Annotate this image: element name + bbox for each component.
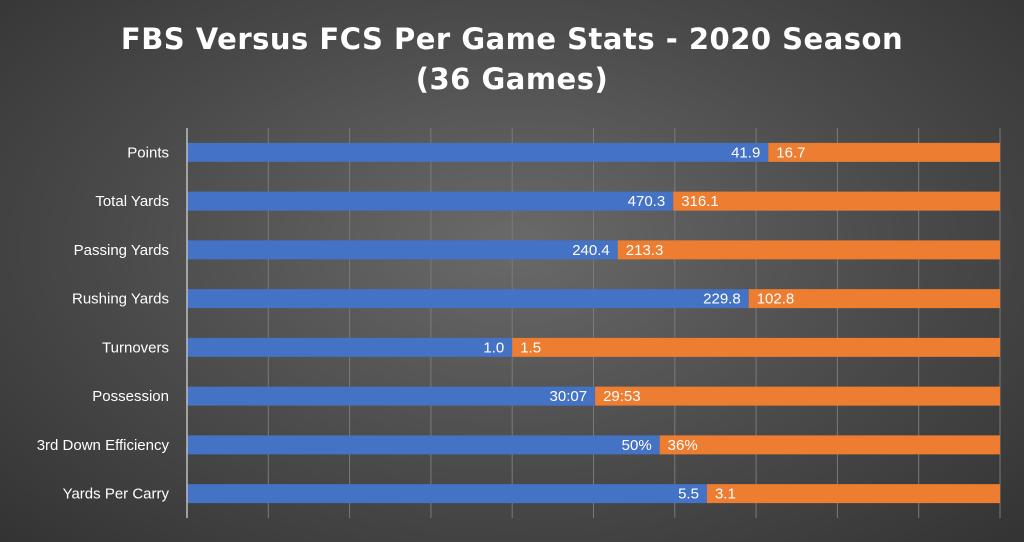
data-label: 50% (622, 437, 652, 454)
bar-fbs (187, 289, 749, 309)
bar-fcs (617, 240, 1000, 260)
category-labels: Points Total Yards Passing Yards Rushing Ya… (37, 144, 170, 502)
category-label: Turnovers (102, 339, 169, 356)
bar-fbs (187, 484, 707, 504)
data-label: 29:53 (603, 388, 641, 405)
bar-fbs (187, 435, 660, 455)
bar-fbs (187, 240, 618, 260)
bar-fcs (673, 191, 1000, 211)
bar-fcs (659, 435, 1000, 455)
bars (187, 142, 1000, 504)
category-label: Passing Yards (74, 242, 169, 259)
data-labels: 41.9 16.7 470.3 316.1 240.4 213.3 229.8 102.8 1.… (483, 144, 805, 502)
data-label: 1.5 (520, 339, 541, 356)
bar-fbs (187, 142, 769, 162)
data-label: 41.9 (731, 144, 760, 161)
bar-fcs (748, 289, 1000, 309)
category-label: 3rd Down Efficiency (37, 437, 170, 454)
category-label: Possession (92, 388, 169, 405)
bar-fcs (512, 337, 1000, 357)
data-label: 229.8 (703, 291, 741, 308)
data-label: 36% (668, 437, 698, 454)
bar-fcs (595, 386, 1000, 406)
data-label: 470.3 (628, 193, 666, 210)
chart-title-line-2: (36 Games) (415, 62, 609, 96)
bar-fbs (187, 191, 674, 211)
bar-fcs (706, 484, 1000, 504)
data-label: 1.0 (483, 339, 504, 356)
data-label: 5.5 (678, 486, 699, 503)
category-label: Points (127, 144, 169, 161)
data-label: 213.3 (626, 242, 664, 259)
data-label: 316.1 (681, 193, 719, 210)
data-label: 102.8 (757, 291, 795, 308)
gridlines (267, 128, 1001, 518)
chart-title-line-1: FBS Versus FCS Per Game Stats - 2020 Sea… (120, 22, 904, 56)
data-label: 240.4 (572, 242, 610, 259)
data-label: 3.1 (715, 486, 736, 503)
bar-fcs (768, 142, 1000, 162)
bar-fbs (187, 337, 513, 357)
category-label: Yards Per Carry (63, 486, 170, 503)
data-label: 16.7 (776, 144, 805, 161)
category-label: Total Yards (95, 193, 169, 210)
data-label: 30:07 (550, 388, 588, 405)
bar-fbs (187, 386, 596, 406)
category-label: Rushing Yards (72, 291, 169, 308)
